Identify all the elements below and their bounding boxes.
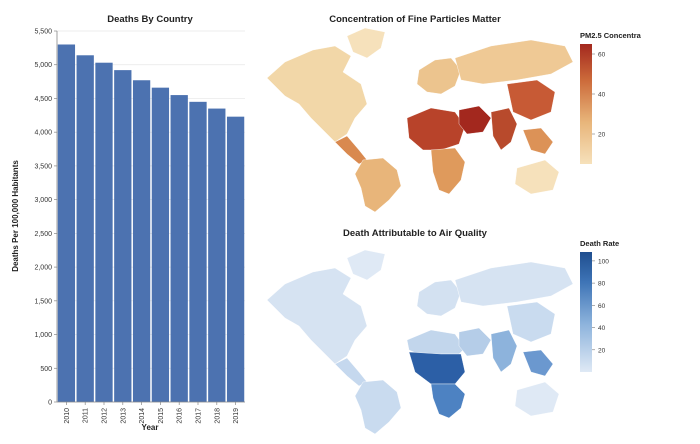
y-tick-label: 500 bbox=[40, 366, 52, 373]
legend-tick-label: 80 bbox=[598, 281, 606, 288]
y-tick-label: 2,500 bbox=[34, 231, 52, 238]
y-tick-label: 4,000 bbox=[34, 130, 52, 137]
bar bbox=[57, 44, 76, 403]
bar bbox=[170, 95, 188, 402]
bar bbox=[151, 87, 170, 403]
y-tick-label: 0 bbox=[48, 400, 52, 407]
x-tick-label: 2015 bbox=[158, 408, 165, 424]
pm25-map-title: Concentration of Fine Particles Matter bbox=[329, 14, 501, 25]
x-tick-label: 2017 bbox=[196, 408, 203, 424]
bar bbox=[76, 55, 94, 403]
death-east-asia bbox=[506, 301, 556, 343]
pm25-africa-north bbox=[406, 107, 466, 151]
pm25-greenland bbox=[346, 27, 386, 59]
x-tick-label: 2012 bbox=[102, 408, 109, 424]
y-tick-label: 1,500 bbox=[34, 298, 52, 305]
bar-chart-title: Deaths By Country bbox=[107, 14, 193, 25]
death-legend-gradient bbox=[580, 252, 592, 372]
death-europe bbox=[416, 279, 462, 317]
pm25-world-map bbox=[266, 27, 574, 213]
death-southeast-asia bbox=[522, 349, 554, 377]
legend-tick-label: 60 bbox=[598, 303, 606, 310]
x-tick-label: 2010 bbox=[64, 408, 71, 424]
legend-tick-label: 20 bbox=[598, 347, 606, 354]
bar-series bbox=[57, 44, 245, 403]
y-tick-label: 4,500 bbox=[34, 96, 52, 103]
deaths-bar-chart: Deaths By Country 0 500 1,000 1,500 2,000 2,5… bbox=[11, 14, 245, 432]
pm25-southeast-asia bbox=[522, 127, 554, 155]
death-middle-east bbox=[458, 327, 492, 357]
death-russia bbox=[454, 261, 574, 307]
legend-tick-label: 100 bbox=[598, 258, 609, 265]
death-south-asia bbox=[490, 329, 518, 373]
death-rate-map-chart: Death Attributable to Air Quality Death … bbox=[266, 228, 619, 435]
y-tick-label: 3,500 bbox=[34, 163, 52, 170]
death-africa-north bbox=[406, 329, 466, 357]
death-greenland bbox=[346, 249, 386, 281]
pm25-middle-east bbox=[458, 105, 492, 135]
bar bbox=[132, 80, 151, 402]
x-tick-label: 2014 bbox=[139, 408, 146, 424]
legend-tick-label: 60 bbox=[598, 52, 606, 59]
x-tick-label: 2011 bbox=[83, 408, 90, 423]
bar bbox=[95, 62, 113, 402]
bar bbox=[189, 101, 207, 402]
bar bbox=[226, 116, 245, 403]
death-north-america bbox=[266, 267, 368, 365]
pm25-europe bbox=[416, 57, 462, 95]
x-tick-label: 2013 bbox=[120, 408, 127, 424]
pm25-north-america bbox=[266, 45, 368, 143]
x-axis-label: Year bbox=[142, 423, 159, 432]
pm25-australia bbox=[514, 159, 560, 195]
pm25-map-chart: Concentration of Fine Particles Matter P… bbox=[266, 14, 642, 213]
x-tick-label: 2018 bbox=[214, 408, 221, 424]
y-tick-label: 1,000 bbox=[34, 332, 52, 339]
pm25-legend-title: PM2.5 Concentra bbox=[580, 31, 642, 40]
y-axis-ticks: 0 500 1,000 1,500 2,000 2,500 3,000 3,500 4,000 4… bbox=[34, 29, 57, 407]
death-australia bbox=[514, 381, 560, 417]
legend-tick-label: 20 bbox=[598, 132, 606, 139]
legend-tick-label: 40 bbox=[598, 92, 606, 99]
death-central-america bbox=[334, 357, 368, 387]
death-map-title: Death Attributable to Air Quality bbox=[343, 228, 488, 239]
x-axis-ticks: 2010 2011 2012 2013 2014 2015 2016 2017 2018 2019 bbox=[64, 402, 240, 424]
death-south-america bbox=[354, 379, 402, 435]
y-tick-label: 5,500 bbox=[34, 29, 52, 36]
death-africa-central bbox=[408, 351, 466, 385]
death-africa-south bbox=[430, 383, 466, 419]
pm25-south-america bbox=[354, 157, 402, 213]
y-axis-label: Deaths Per 100,000 Habitants bbox=[11, 160, 20, 272]
death-legend-ticks: 100 80 60 40 20 bbox=[592, 258, 609, 354]
pm25-legend-gradient bbox=[580, 44, 592, 164]
death-legend-title: Death Rate bbox=[580, 239, 619, 248]
pm25-central-america bbox=[334, 135, 368, 165]
x-tick-label: 2019 bbox=[233, 408, 240, 424]
y-tick-label: 5,000 bbox=[34, 62, 52, 69]
x-tick-label: 2016 bbox=[177, 408, 184, 424]
death-world-map bbox=[266, 249, 574, 435]
y-tick-label: 3,000 bbox=[34, 197, 52, 204]
pm25-legend-ticks: 60 40 20 bbox=[592, 52, 606, 139]
pm25-south-asia bbox=[490, 107, 518, 151]
y-tick-label: 2,000 bbox=[34, 265, 52, 272]
pm25-russia bbox=[454, 39, 574, 85]
legend-tick-label: 40 bbox=[598, 325, 606, 332]
bar bbox=[114, 70, 132, 403]
pm25-east-asia bbox=[506, 79, 556, 121]
pm25-africa-south bbox=[430, 147, 466, 195]
bar bbox=[208, 108, 226, 402]
